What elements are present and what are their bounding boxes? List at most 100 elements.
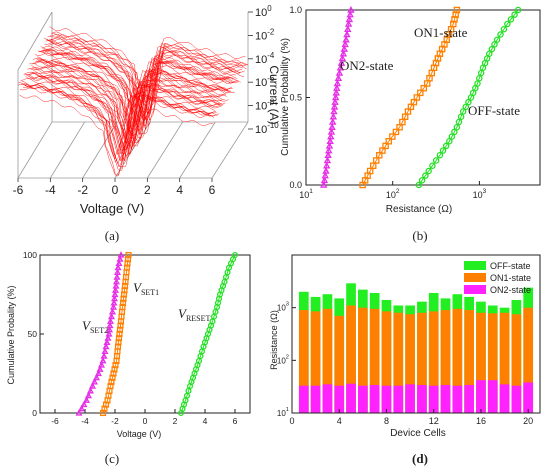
data-point (327, 132, 335, 140)
data-point (455, 118, 463, 126)
data-point (322, 161, 331, 169)
data-point (432, 157, 440, 164)
bar (298, 310, 309, 413)
panel-c-label: (c) (105, 451, 119, 466)
iv-curve (44, 41, 241, 132)
data-point (86, 387, 95, 394)
series-line (418, 9, 519, 186)
bar (499, 384, 510, 413)
iv-curve (19, 87, 215, 176)
data-point (323, 156, 332, 164)
bar (523, 307, 534, 413)
iv-curve (22, 83, 217, 171)
data-point (333, 84, 341, 91)
data-point (507, 16, 515, 23)
bar (405, 314, 415, 413)
x-tick-label: 0 (112, 183, 119, 197)
iv-curve (48, 39, 245, 122)
bar (440, 310, 451, 413)
y-tick-label: 100 (23, 250, 37, 260)
series-label: OFF-state (468, 103, 520, 118)
x-tick-label: 103 (473, 188, 487, 200)
data-point (94, 369, 103, 377)
bar (358, 385, 368, 413)
data-point (103, 338, 111, 345)
iv-curve (42, 49, 239, 138)
data-point (327, 127, 336, 135)
data-point (442, 142, 450, 150)
bar (369, 308, 380, 413)
data-point (343, 30, 351, 38)
bar (511, 314, 522, 413)
y-tick-label: 101 (277, 407, 289, 418)
data-point (326, 137, 334, 144)
data-point (500, 25, 508, 33)
legend-label: ON1-state (490, 273, 531, 283)
data-point (453, 124, 461, 131)
grid-line (82, 121, 118, 179)
series-label: VSET2 (82, 318, 108, 335)
data-point (448, 133, 456, 140)
panel-a-curves (17, 26, 249, 177)
data-point (325, 146, 333, 154)
panel-a-xlabel: Voltage (V) (80, 201, 144, 216)
z-tick-label: 10-10 (255, 121, 279, 136)
x-tick-label: 4 (203, 416, 208, 426)
panel-b-resistance-distribution: 101 102 103 0.0 0.5 1.0 ON2-state ON1-state OFF-… (280, 5, 541, 243)
panel-b-xlabel: Resistance (Ω) (386, 204, 452, 215)
z-tick-label: 10-8 (255, 98, 275, 113)
data-point (331, 93, 340, 101)
z-tick-label: 10-4 (255, 51, 275, 66)
data-point (106, 321, 114, 329)
bar (476, 312, 486, 413)
data-point (125, 251, 132, 259)
series-label: ON1-state (414, 25, 468, 40)
x-tick-label: -4 (45, 183, 56, 197)
x-tick-label: 6 (209, 183, 216, 197)
iv-curve (31, 67, 227, 155)
data-point (97, 361, 106, 368)
legend-label: ON2-state (490, 285, 531, 295)
series-line (323, 9, 352, 186)
y-tick-label: 0.0 (289, 180, 302, 190)
bar (405, 384, 415, 413)
series-label: VRESET (178, 306, 211, 323)
data-point (337, 59, 346, 66)
data-point (344, 25, 352, 32)
data-point (324, 151, 332, 158)
bar (369, 385, 380, 413)
iv-curve (26, 73, 222, 163)
plot-frame (39, 254, 251, 414)
data-point (331, 98, 339, 105)
data-point (347, 6, 355, 13)
bar (523, 382, 534, 413)
iv-curve (19, 94, 214, 177)
x-tick-label: 4 (176, 183, 183, 197)
data-point (105, 330, 113, 337)
data-point (340, 45, 349, 52)
data-point (345, 15, 354, 23)
series-label: VSET1 (133, 280, 159, 297)
data-point (486, 50, 493, 58)
panel-c-plot: -6 -4 -2 0 2 4 6 0 50 100 VSET2 VSET1 VRESET (23, 250, 251, 426)
bar (417, 312, 427, 413)
data-point (514, 6, 522, 14)
data-point (102, 342, 110, 350)
data-point (111, 286, 120, 293)
x-tick-label: 0 (289, 416, 294, 426)
bar (334, 385, 345, 413)
bar (464, 385, 474, 413)
data-point (108, 308, 117, 315)
data-point (117, 251, 125, 258)
data-point (413, 94, 421, 101)
iv-curve (41, 45, 238, 136)
x-tick-label: 8 (384, 416, 389, 426)
iv-curve (37, 59, 233, 147)
bar (381, 311, 392, 413)
bar (393, 312, 404, 413)
data-point (422, 172, 429, 179)
data-point (116, 255, 124, 262)
bar (440, 385, 451, 413)
data-point (322, 167, 330, 174)
